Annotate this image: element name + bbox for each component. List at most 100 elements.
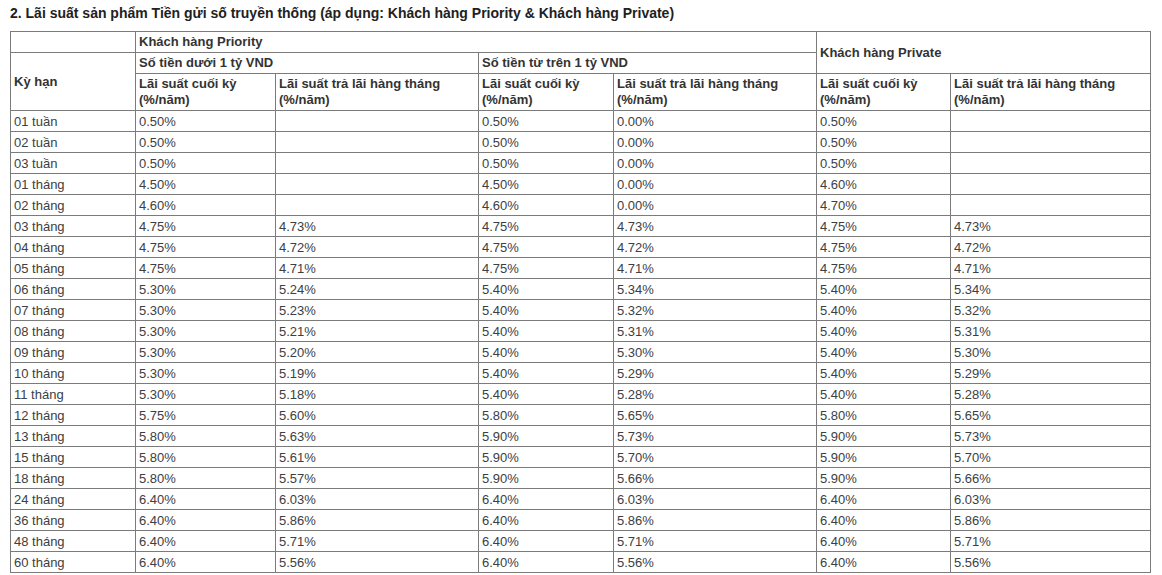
rate-cell-monthly-over-1b: 0.00% — [614, 132, 817, 153]
rate-row: 03 tuần 0.50% 0.50% 0.00% 0.50% — [11, 153, 1151, 174]
rate-cell-monthly-under-1b: 5.20% — [276, 342, 479, 363]
rate-cell-monthly-private: 5.86% — [951, 510, 1151, 531]
rate-cell-monthly-under-1b: 4.71% — [276, 258, 479, 279]
section-title: 2. Lãi suất sản phẩm Tiền gửi số truyền … — [0, 0, 1162, 22]
rate-row: 11 tháng 5.30% 5.18% 5.40% 5.28% 5.40% 5… — [11, 384, 1151, 405]
rate-cell-end-private: 5.40% — [817, 300, 951, 321]
rate-type-label: Lãi suất trả lãi hàng tháng — [279, 76, 475, 92]
rate-cell-monthly-over-1b: 5.65% — [614, 405, 817, 426]
rate-cell-monthly-over-1b: 0.00% — [614, 153, 817, 174]
header-monthly-rate-under-1b: Lãi suất trả lãi hàng tháng (%/năm) — [276, 74, 479, 111]
rate-cell-monthly-over-1b: 5.34% — [614, 279, 817, 300]
term-cell: 07 tháng — [11, 300, 136, 321]
rate-cell-end-under-1b: 5.75% — [136, 405, 276, 426]
rate-cell-end-private: 5.90% — [817, 426, 951, 447]
rate-cell-end-private: 5.40% — [817, 342, 951, 363]
term-cell: 05 tháng — [11, 258, 136, 279]
term-cell: 02 tháng — [11, 195, 136, 216]
rate-cell-monthly-over-1b: 5.31% — [614, 321, 817, 342]
rate-cell-monthly-under-1b — [276, 174, 479, 195]
rate-cell-monthly-private: 5.29% — [951, 363, 1151, 384]
rate-unit-label: (%/năm) — [617, 92, 813, 108]
rate-cell-end-over-1b: 4.75% — [479, 216, 614, 237]
term-cell: 06 tháng — [11, 279, 136, 300]
rates-document: 2. Lãi suất sản phẩm Tiền gửi số truyền … — [0, 0, 1162, 573]
rate-cell-end-under-1b: 5.80% — [136, 426, 276, 447]
rate-cell-end-private: 0.50% — [817, 153, 951, 174]
rate-cell-monthly-under-1b: 5.86% — [276, 510, 479, 531]
rate-cell-monthly-over-1b: 0.00% — [614, 174, 817, 195]
term-cell: 36 tháng — [11, 510, 136, 531]
rate-row: 09 tháng 5.30% 5.20% 5.40% 5.30% 5.40% 5… — [11, 342, 1151, 363]
rate-cell-end-under-1b: 5.30% — [136, 342, 276, 363]
rate-cell-end-private: 5.90% — [817, 447, 951, 468]
rate-cell-monthly-private — [951, 174, 1151, 195]
rate-cell-end-under-1b: 0.50% — [136, 153, 276, 174]
rate-cell-end-over-1b: 6.40% — [479, 510, 614, 531]
rate-row: 05 tháng 4.75% 4.71% 4.75% 4.71% 4.75% 4… — [11, 258, 1151, 279]
rate-cell-monthly-under-1b: 5.23% — [276, 300, 479, 321]
rate-cell-monthly-over-1b: 6.03% — [614, 489, 817, 510]
rate-cell-end-under-1b: 4.75% — [136, 237, 276, 258]
header-term: Kỳ hạn — [11, 53, 136, 111]
rate-cell-end-over-1b: 0.50% — [479, 132, 614, 153]
rate-cell-monthly-under-1b: 5.18% — [276, 384, 479, 405]
rate-cell-end-under-1b: 5.80% — [136, 468, 276, 489]
rate-row: 60 tháng 6.40% 5.56% 6.40% 5.56% 6.40% 5… — [11, 552, 1151, 573]
rate-cell-monthly-over-1b: 4.71% — [614, 258, 817, 279]
header-monthly-rate-private: Lãi suất trả lãi hàng tháng (%/năm) — [951, 74, 1151, 111]
term-cell: 10 tháng — [11, 363, 136, 384]
term-cell: 48 tháng — [11, 531, 136, 552]
header-end-rate-private: Lãi suất cuối kỳ (%/năm) — [817, 74, 951, 111]
rate-row: 04 tháng 4.75% 4.72% 4.75% 4.72% 4.75% 4… — [11, 237, 1151, 258]
rate-cell-end-private: 5.40% — [817, 384, 951, 405]
rate-cell-monthly-private: 5.71% — [951, 531, 1151, 552]
rate-cell-end-over-1b: 0.50% — [479, 111, 614, 132]
rate-cell-end-under-1b: 6.40% — [136, 510, 276, 531]
rate-cell-end-under-1b: 5.30% — [136, 300, 276, 321]
rate-cell-monthly-private: 6.03% — [951, 489, 1151, 510]
rate-cell-end-over-1b: 5.90% — [479, 447, 614, 468]
rate-cell-monthly-private: 4.72% — [951, 237, 1151, 258]
rate-cell-monthly-over-1b: 5.56% — [614, 552, 817, 573]
term-cell: 01 tuần — [11, 111, 136, 132]
rate-cell-end-private: 0.50% — [817, 132, 951, 153]
table-header: Khách hàng Priority Khách hàng Private K… — [11, 32, 1151, 111]
rate-cell-monthly-under-1b: 4.72% — [276, 237, 479, 258]
rate-cell-end-under-1b: 5.30% — [136, 363, 276, 384]
rate-cell-monthly-under-1b: 5.57% — [276, 468, 479, 489]
rate-cell-monthly-under-1b: 5.21% — [276, 321, 479, 342]
rate-cell-monthly-under-1b — [276, 153, 479, 174]
term-cell: 13 tháng — [11, 426, 136, 447]
header-private-group: Khách hàng Private — [817, 32, 1151, 74]
rate-cell-end-under-1b: 5.80% — [136, 447, 276, 468]
rates-table-body: 01 tuần 0.50% 0.50% 0.00% 0.50% 02 tuần … — [11, 111, 1151, 573]
rate-cell-end-private: 5.90% — [817, 468, 951, 489]
rate-cell-end-private: 4.75% — [817, 216, 951, 237]
rate-cell-end-private: 0.50% — [817, 111, 951, 132]
rate-cell-monthly-private: 5.31% — [951, 321, 1151, 342]
rate-cell-monthly-under-1b — [276, 195, 479, 216]
rate-cell-end-under-1b: 0.50% — [136, 132, 276, 153]
rate-row: 48 tháng 6.40% 5.71% 6.40% 5.71% 6.40% 5… — [11, 531, 1151, 552]
rate-row: 13 tháng 5.80% 5.63% 5.90% 5.73% 5.90% 5… — [11, 426, 1151, 447]
header-end-rate-under-1b: Lãi suất cuối kỳ (%/năm) — [136, 74, 276, 111]
rate-cell-monthly-under-1b: 4.73% — [276, 216, 479, 237]
term-cell: 60 tháng — [11, 552, 136, 573]
rate-cell-end-private: 4.75% — [817, 237, 951, 258]
interest-rates-table: Khách hàng Priority Khách hàng Private K… — [10, 31, 1151, 573]
rate-cell-end-under-1b: 6.40% — [136, 531, 276, 552]
rate-unit-label: (%/năm) — [482, 92, 610, 108]
rate-cell-end-private: 4.75% — [817, 258, 951, 279]
rate-cell-end-private: 4.70% — [817, 195, 951, 216]
header-over-1b: Số tiền từ trên 1 tỷ VND — [479, 53, 817, 74]
rate-unit-label: (%/năm) — [820, 92, 947, 108]
rate-cell-end-private: 5.40% — [817, 279, 951, 300]
rate-cell-end-over-1b: 5.80% — [479, 405, 614, 426]
rate-cell-end-over-1b: 4.60% — [479, 195, 614, 216]
rate-type-label: Lãi suất cuối kỳ — [820, 76, 947, 92]
rate-cell-end-over-1b: 5.40% — [479, 279, 614, 300]
rate-cell-monthly-private: 5.70% — [951, 447, 1151, 468]
rate-cell-end-private: 4.60% — [817, 174, 951, 195]
rate-cell-monthly-private: 5.30% — [951, 342, 1151, 363]
